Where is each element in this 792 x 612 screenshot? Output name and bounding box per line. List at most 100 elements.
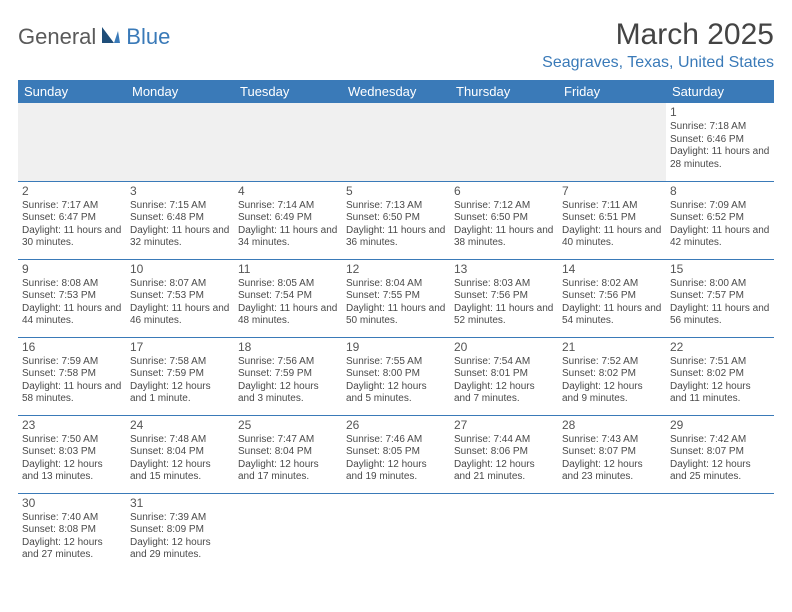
sunset-text: Sunset: 8:06 PM [454, 446, 554, 459]
daylight-text: Daylight: 12 hours and 15 minutes. [130, 459, 230, 484]
daylight-text: Daylight: 11 hours and 50 minutes. [346, 303, 446, 328]
calendar-cell: 31Sunrise: 7:39 AMSunset: 8:09 PMDayligh… [126, 493, 234, 571]
day-number: 7 [562, 184, 662, 199]
sunset-text: Sunset: 7:58 PM [22, 368, 122, 381]
sunset-text: Sunset: 8:07 PM [670, 446, 770, 459]
daylight-text: Daylight: 11 hours and 44 minutes. [22, 303, 122, 328]
sunrise-text: Sunrise: 7:46 AM [346, 434, 446, 447]
calendar-cell: 28Sunrise: 7:43 AMSunset: 8:07 PMDayligh… [558, 415, 666, 493]
calendar-cell [342, 493, 450, 571]
day-number: 30 [22, 496, 122, 511]
sunset-text: Sunset: 7:54 PM [238, 290, 338, 303]
calendar-cell: 17Sunrise: 7:58 AMSunset: 7:59 PMDayligh… [126, 337, 234, 415]
sunrise-text: Sunrise: 8:02 AM [562, 278, 662, 291]
sunset-text: Sunset: 8:03 PM [22, 446, 122, 459]
sunset-text: Sunset: 6:51 PM [562, 212, 662, 225]
sunset-text: Sunset: 6:48 PM [130, 212, 230, 225]
calendar-row: 23Sunrise: 7:50 AMSunset: 8:03 PMDayligh… [18, 415, 774, 493]
day-number: 31 [130, 496, 230, 511]
sunset-text: Sunset: 6:49 PM [238, 212, 338, 225]
day-number: 23 [22, 418, 122, 433]
sunset-text: Sunset: 7:59 PM [130, 368, 230, 381]
daylight-text: Daylight: 11 hours and 36 minutes. [346, 225, 446, 250]
calendar-row: 9Sunrise: 8:08 AMSunset: 7:53 PMDaylight… [18, 259, 774, 337]
sunset-text: Sunset: 6:47 PM [22, 212, 122, 225]
sunrise-text: Sunrise: 8:07 AM [130, 278, 230, 291]
month-title: March 2025 [542, 18, 774, 52]
daylight-text: Daylight: 12 hours and 5 minutes. [346, 381, 446, 406]
day-number: 1 [670, 105, 770, 120]
daylight-text: Daylight: 12 hours and 3 minutes. [238, 381, 338, 406]
daylight-text: Daylight: 11 hours and 34 minutes. [238, 225, 338, 250]
sunrise-text: Sunrise: 7:39 AM [130, 512, 230, 525]
sunrise-text: Sunrise: 7:54 AM [454, 356, 554, 369]
calendar-cell: 23Sunrise: 7:50 AMSunset: 8:03 PMDayligh… [18, 415, 126, 493]
daylight-text: Daylight: 11 hours and 28 minutes. [670, 146, 770, 171]
daylight-text: Daylight: 12 hours and 23 minutes. [562, 459, 662, 484]
day-number: 10 [130, 262, 230, 277]
daylight-text: Daylight: 11 hours and 56 minutes. [670, 303, 770, 328]
sunrise-text: Sunrise: 8:08 AM [22, 278, 122, 291]
sunrise-text: Sunrise: 7:14 AM [238, 200, 338, 213]
daylight-text: Daylight: 12 hours and 27 minutes. [22, 537, 122, 562]
sunset-text: Sunset: 8:05 PM [346, 446, 446, 459]
daylight-text: Daylight: 11 hours and 38 minutes. [454, 225, 554, 250]
calendar-cell: 10Sunrise: 8:07 AMSunset: 7:53 PMDayligh… [126, 259, 234, 337]
sunrise-text: Sunrise: 7:47 AM [238, 434, 338, 447]
calendar-cell: 16Sunrise: 7:59 AMSunset: 7:58 PMDayligh… [18, 337, 126, 415]
daylight-text: Daylight: 11 hours and 42 minutes. [670, 225, 770, 250]
sunrise-text: Sunrise: 7:55 AM [346, 356, 446, 369]
day-number: 14 [562, 262, 662, 277]
calendar-cell: 19Sunrise: 7:55 AMSunset: 8:00 PMDayligh… [342, 337, 450, 415]
logo-sail-icon [100, 25, 122, 50]
calendar-cell: 14Sunrise: 8:02 AMSunset: 7:56 PMDayligh… [558, 259, 666, 337]
sunset-text: Sunset: 8:07 PM [562, 446, 662, 459]
daylight-text: Daylight: 11 hours and 54 minutes. [562, 303, 662, 328]
calendar-cell [450, 493, 558, 571]
calendar-cell: 29Sunrise: 7:42 AMSunset: 8:07 PMDayligh… [666, 415, 774, 493]
calendar-row: 1Sunrise: 7:18 AMSunset: 6:46 PMDaylight… [18, 103, 774, 181]
calendar-cell: 4Sunrise: 7:14 AMSunset: 6:49 PMDaylight… [234, 181, 342, 259]
location-subtitle: Seagraves, Texas, United States [542, 54, 774, 72]
sunrise-text: Sunrise: 7:15 AM [130, 200, 230, 213]
sunrise-text: Sunrise: 8:03 AM [454, 278, 554, 291]
calendar-cell: 12Sunrise: 8:04 AMSunset: 7:55 PMDayligh… [342, 259, 450, 337]
calendar-cell: 15Sunrise: 8:00 AMSunset: 7:57 PMDayligh… [666, 259, 774, 337]
day-number: 5 [346, 184, 446, 199]
page-header: General Blue March 2025 Seagraves, Texas… [18, 18, 774, 72]
sunset-text: Sunset: 8:01 PM [454, 368, 554, 381]
sunset-text: Sunset: 7:55 PM [346, 290, 446, 303]
day-number: 15 [670, 262, 770, 277]
calendar-cell: 2Sunrise: 7:17 AMSunset: 6:47 PMDaylight… [18, 181, 126, 259]
day-number: 28 [562, 418, 662, 433]
calendar-cell: 22Sunrise: 7:51 AMSunset: 8:02 PMDayligh… [666, 337, 774, 415]
calendar-cell: 3Sunrise: 7:15 AMSunset: 6:48 PMDaylight… [126, 181, 234, 259]
sunrise-text: Sunrise: 7:50 AM [22, 434, 122, 447]
sunrise-text: Sunrise: 7:58 AM [130, 356, 230, 369]
day-number: 16 [22, 340, 122, 355]
sunset-text: Sunset: 8:02 PM [562, 368, 662, 381]
sunrise-text: Sunrise: 7:18 AM [670, 121, 770, 134]
sunrise-text: Sunrise: 7:17 AM [22, 200, 122, 213]
calendar-cell: 25Sunrise: 7:47 AMSunset: 8:04 PMDayligh… [234, 415, 342, 493]
calendar-cell: 20Sunrise: 7:54 AMSunset: 8:01 PMDayligh… [450, 337, 558, 415]
day-number: 12 [346, 262, 446, 277]
day-number: 17 [130, 340, 230, 355]
sunset-text: Sunset: 7:57 PM [670, 290, 770, 303]
calendar-cell [342, 103, 450, 181]
sunrise-text: Sunrise: 7:51 AM [670, 356, 770, 369]
day-number: 4 [238, 184, 338, 199]
sunrise-text: Sunrise: 7:12 AM [454, 200, 554, 213]
daylight-text: Daylight: 12 hours and 13 minutes. [22, 459, 122, 484]
calendar-cell: 6Sunrise: 7:12 AMSunset: 6:50 PMDaylight… [450, 181, 558, 259]
day-number: 26 [346, 418, 446, 433]
sunrise-text: Sunrise: 7:40 AM [22, 512, 122, 525]
calendar-cell: 30Sunrise: 7:40 AMSunset: 8:08 PMDayligh… [18, 493, 126, 571]
logo: General Blue [18, 24, 170, 50]
calendar-cell: 27Sunrise: 7:44 AMSunset: 8:06 PMDayligh… [450, 415, 558, 493]
calendar-table: Sunday Monday Tuesday Wednesday Thursday… [18, 80, 774, 571]
sunrise-text: Sunrise: 7:13 AM [346, 200, 446, 213]
sunset-text: Sunset: 8:00 PM [346, 368, 446, 381]
daylight-text: Daylight: 12 hours and 11 minutes. [670, 381, 770, 406]
day-number: 29 [670, 418, 770, 433]
